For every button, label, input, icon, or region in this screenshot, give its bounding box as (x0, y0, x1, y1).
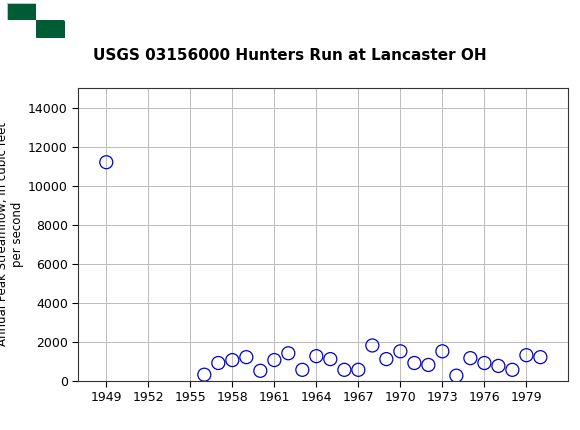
Point (326, 356, 335, 362)
Point (424, 362, 433, 369)
FancyBboxPatch shape (7, 3, 36, 20)
Point (452, 372, 461, 379)
Point (536, 354, 545, 361)
Point (213, 359, 223, 366)
Point (200, 371, 209, 378)
Text: USGS: USGS (74, 12, 129, 29)
Point (354, 366, 363, 373)
Point (522, 352, 531, 359)
Polygon shape (7, 20, 36, 37)
Point (438, 348, 447, 355)
Point (466, 355, 475, 362)
Point (270, 356, 279, 363)
Point (242, 354, 251, 361)
Point (284, 350, 293, 357)
Text: USGS 03156000 Hunters Run at Lancaster OH: USGS 03156000 Hunters Run at Lancaster O… (93, 49, 487, 63)
Point (368, 342, 377, 349)
Point (298, 366, 307, 373)
Point (256, 367, 265, 374)
Point (480, 359, 489, 366)
Point (494, 362, 503, 369)
Point (340, 366, 349, 373)
Point (508, 366, 517, 373)
Point (228, 356, 237, 363)
Polygon shape (36, 3, 65, 20)
Point (311, 353, 321, 359)
Point (409, 359, 419, 366)
Point (382, 356, 391, 362)
Point (396, 348, 405, 355)
FancyBboxPatch shape (7, 3, 65, 37)
FancyBboxPatch shape (36, 20, 65, 37)
Y-axis label: Annual Peak Streamflow, in cubic feet
per second: Annual Peak Streamflow, in cubic feet pe… (0, 122, 24, 347)
Point (102, 159, 111, 166)
